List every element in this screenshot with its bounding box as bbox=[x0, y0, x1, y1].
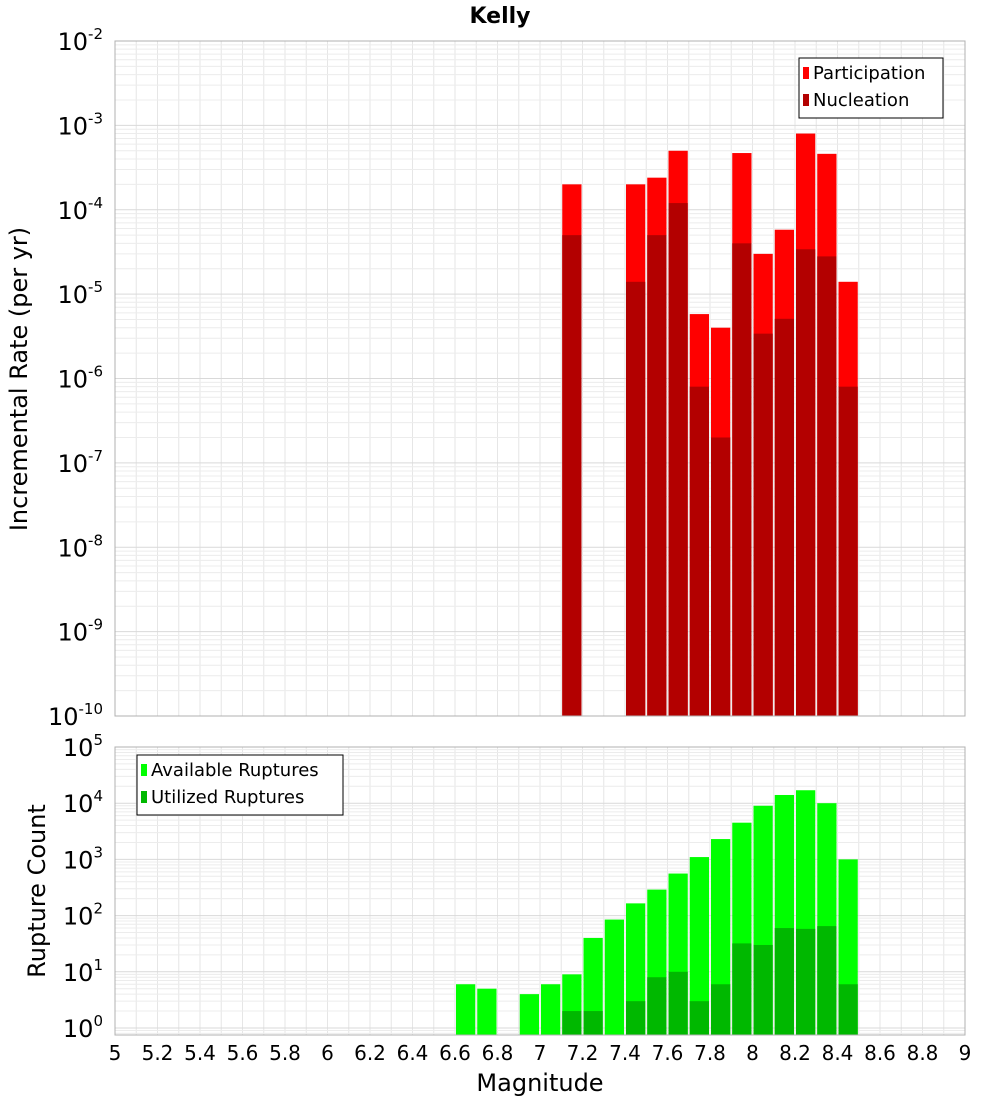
count-y-ticks: 100 101 102 103 104 105 bbox=[63, 731, 103, 1043]
x-tick-label: 6.2 bbox=[354, 1041, 386, 1065]
x-tick-label: 7 bbox=[534, 1041, 547, 1065]
rate-bar-series2 bbox=[732, 243, 752, 717]
count-bar-series1 bbox=[477, 988, 497, 1035]
x-tick-label: 5.6 bbox=[227, 1041, 259, 1065]
count-y-tick-label: 100 bbox=[63, 1012, 103, 1043]
count-legend: Available Ruptures Utilized Ruptures bbox=[136, 754, 344, 816]
rate-plot-border bbox=[114, 40, 966, 717]
count-plot-border bbox=[114, 746, 966, 1036]
rate-y-tick-label: 10-7 bbox=[57, 447, 103, 478]
rate-y-tick-label: 10-5 bbox=[57, 278, 103, 309]
rate-bar-series2 bbox=[689, 386, 709, 716]
rate-bar-series2 bbox=[647, 235, 667, 716]
rate-bar-series2 bbox=[753, 333, 773, 716]
count-y-tick-label: 102 bbox=[63, 900, 103, 931]
rate-legend-swatch bbox=[803, 67, 809, 79]
x-tick-label: 5.4 bbox=[184, 1041, 216, 1065]
count-bar-series1 bbox=[583, 937, 603, 1035]
count-legend-label: Available Ruptures bbox=[151, 760, 319, 781]
rate-bar-series2 bbox=[668, 203, 688, 716]
rate-bar-series2 bbox=[562, 235, 582, 716]
rate-legend-box bbox=[798, 57, 944, 119]
rate-bars bbox=[562, 133, 858, 717]
count-bar-series1 bbox=[456, 984, 476, 1035]
rate-bar-series2 bbox=[838, 386, 858, 716]
x-tick-label: 8.8 bbox=[907, 1041, 939, 1065]
rate-legend: Participation Nucleation bbox=[798, 57, 944, 119]
count-y-tick-label: 105 bbox=[63, 731, 103, 762]
rate-legend-swatch bbox=[803, 94, 809, 106]
x-tick-label: 9 bbox=[959, 1041, 972, 1065]
x-axis-ticks: 5 5.2 5.4 5.6 5.8 6 6.2 6.4 6.6 6.8 7 7.2 7.4 7.6 7.8 8… bbox=[109, 1041, 972, 1065]
rate-grid bbox=[115, 41, 965, 716]
count-y-axis-title: Rupture Count bbox=[23, 804, 51, 978]
x-tick-label: 7.8 bbox=[694, 1041, 726, 1065]
x-tick-label: 8.2 bbox=[779, 1041, 811, 1065]
x-tick-label: 6.4 bbox=[397, 1041, 429, 1065]
count-legend-swatch bbox=[141, 764, 147, 776]
x-tick-label: 7.4 bbox=[609, 1041, 641, 1065]
count-bar-series2 bbox=[838, 984, 858, 1035]
rate-y-tick-label: 10-4 bbox=[57, 194, 103, 225]
rate-y-tick-label: 10-9 bbox=[57, 616, 103, 647]
count-bar-series2 bbox=[732, 943, 752, 1035]
count-legend-swatch bbox=[141, 791, 147, 803]
x-tick-label: 6.6 bbox=[439, 1041, 471, 1065]
rate-bar-series2 bbox=[626, 281, 646, 716]
x-axis-title: Magnitude bbox=[476, 1069, 603, 1097]
count-bar-series2 bbox=[774, 928, 794, 1035]
rate-y-tick-label: 10-8 bbox=[57, 531, 103, 562]
count-panel: 100 101 102 103 104 105 Rupture Count Availab… bbox=[23, 731, 971, 1097]
rate-legend-label: Nucleation bbox=[813, 90, 909, 111]
rate-y-tick-label: 10-6 bbox=[57, 363, 103, 394]
count-bar-series1 bbox=[519, 994, 539, 1035]
rate-y-tick-label: 10-3 bbox=[57, 109, 103, 140]
count-bar-series2 bbox=[796, 928, 816, 1035]
rate-bar-series2 bbox=[774, 318, 794, 716]
x-tick-label: 6.8 bbox=[482, 1041, 514, 1065]
count-bar-series1 bbox=[689, 857, 709, 1035]
x-tick-label: 5.2 bbox=[142, 1041, 174, 1065]
rate-y-tick-label: 10-10 bbox=[48, 700, 103, 731]
chart-title: Kelly bbox=[469, 4, 530, 29]
rate-bar-series2 bbox=[796, 249, 816, 716]
count-y-tick-label: 104 bbox=[63, 787, 103, 818]
x-tick-label: 5.8 bbox=[269, 1041, 301, 1065]
x-tick-label: 8 bbox=[746, 1041, 759, 1065]
rate-y-ticks: 10-10 10-9 10-8 10-7 10-6 10-5 10-4 10-3 10-2 bbox=[48, 25, 103, 731]
count-bar-series2 bbox=[583, 1011, 603, 1035]
rate-bar-series2 bbox=[711, 437, 731, 716]
rate-y-axis-title: Incremental Rate (per yr) bbox=[5, 227, 33, 531]
x-tick-label: 5 bbox=[109, 1041, 122, 1065]
rate-panel: 10-10 10-9 10-8 10-7 10-6 10-5 10-4 10-3 10-2 In… bbox=[5, 25, 966, 731]
x-tick-label: 8.6 bbox=[864, 1041, 896, 1065]
count-legend-box bbox=[136, 754, 344, 816]
count-legend-label: Utilized Ruptures bbox=[151, 787, 304, 808]
count-y-tick-label: 103 bbox=[63, 843, 103, 874]
count-bar-series2 bbox=[668, 971, 688, 1035]
count-bar-series2 bbox=[689, 1001, 709, 1035]
count-y-tick-label: 101 bbox=[63, 956, 103, 987]
count-bars bbox=[456, 790, 858, 1035]
count-bar-series1 bbox=[604, 919, 624, 1035]
rate-legend-label: Participation bbox=[813, 63, 925, 84]
count-bar-series2 bbox=[817, 926, 837, 1035]
x-tick-label: 6 bbox=[321, 1041, 334, 1065]
x-tick-label: 7.2 bbox=[567, 1041, 599, 1065]
count-bar-series2 bbox=[647, 977, 667, 1035]
count-bar-series2 bbox=[711, 984, 731, 1035]
rate-y-tick-label: 10-2 bbox=[57, 25, 103, 56]
x-tick-label: 7.6 bbox=[652, 1041, 684, 1065]
rate-bar-series2 bbox=[817, 256, 837, 716]
count-bar-series2 bbox=[753, 944, 773, 1035]
count-bar-series2 bbox=[626, 1001, 646, 1035]
count-bar-series1 bbox=[541, 984, 561, 1035]
x-tick-label: 8.4 bbox=[822, 1041, 854, 1065]
count-bar-series2 bbox=[562, 1011, 582, 1035]
